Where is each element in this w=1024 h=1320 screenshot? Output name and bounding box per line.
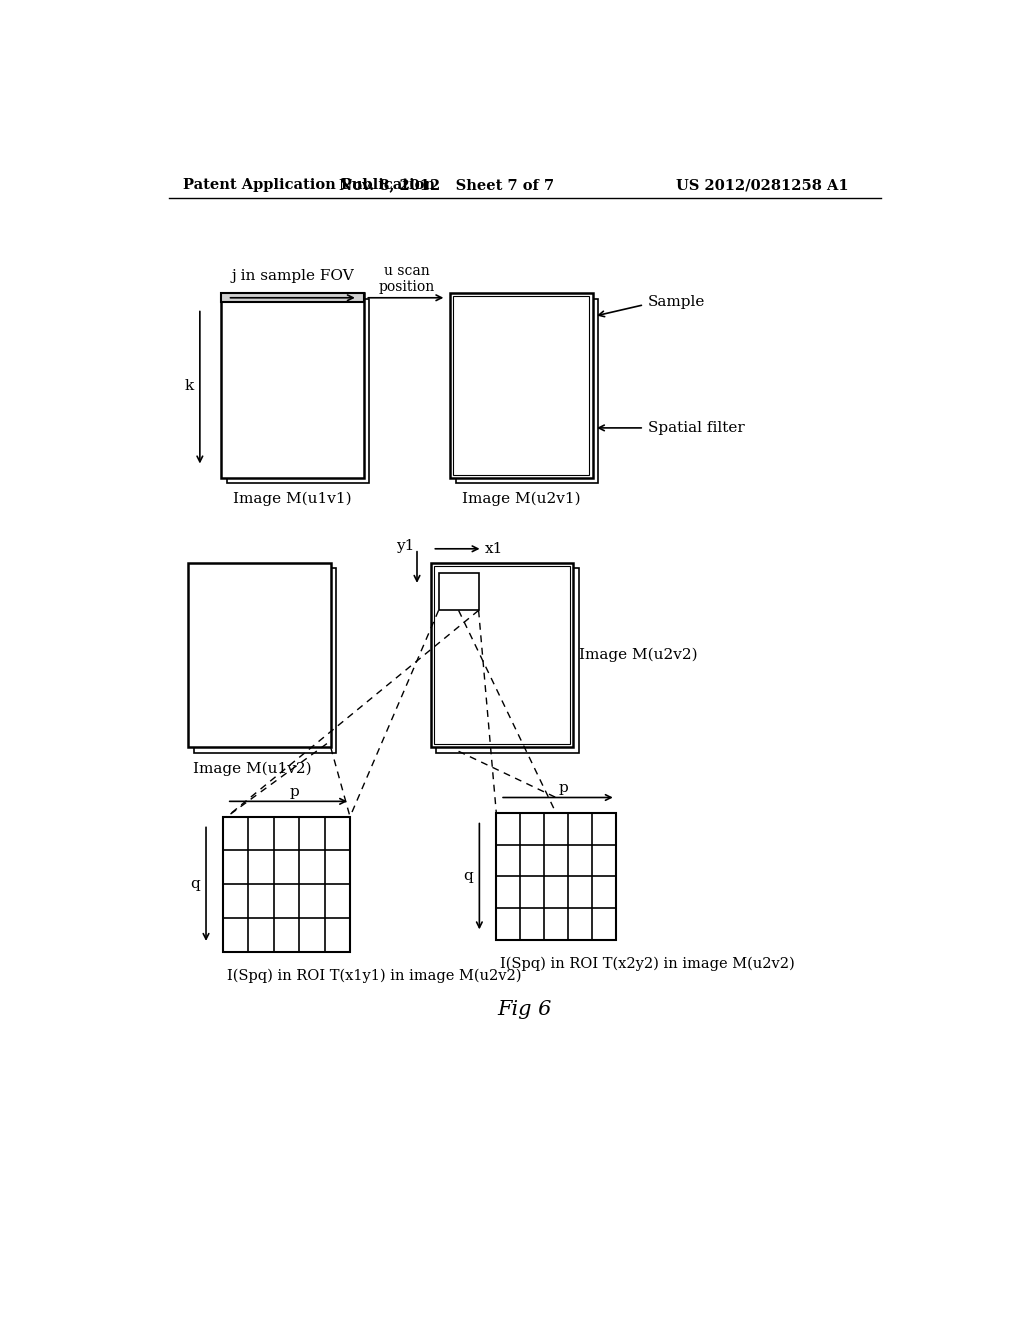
- Bar: [454, 296, 590, 475]
- Bar: [223, 817, 350, 952]
- Text: Image M(u2v2): Image M(u2v2): [580, 648, 698, 663]
- Text: I(Spq) in ROI T(x1y1) in image M(u2v2): I(Spq) in ROI T(x1y1) in image M(u2v2): [226, 969, 521, 983]
- Bar: [221, 293, 364, 302]
- Text: Image M(u1v1): Image M(u1v1): [233, 492, 352, 506]
- Text: p: p: [559, 781, 568, 795]
- Text: j in sample FOV: j in sample FOV: [231, 269, 354, 284]
- Bar: [221, 293, 364, 478]
- Text: Sample: Sample: [648, 296, 706, 309]
- Text: u scan
position: u scan position: [379, 264, 435, 294]
- Bar: [438, 573, 478, 610]
- Text: Image M(u1v2): Image M(u1v2): [193, 762, 311, 776]
- Text: p: p: [290, 785, 299, 799]
- Text: Image M(u2v1): Image M(u2v1): [462, 492, 581, 506]
- Text: y1: y1: [395, 539, 414, 553]
- Bar: [436, 568, 579, 752]
- Bar: [431, 562, 573, 747]
- Text: k: k: [184, 379, 194, 392]
- Bar: [451, 293, 593, 478]
- Text: Nov. 8, 2012   Sheet 7 of 7: Nov. 8, 2012 Sheet 7 of 7: [339, 178, 554, 193]
- Bar: [497, 813, 615, 940]
- Text: Patent Application Publication: Patent Application Publication: [183, 178, 435, 193]
- Text: I(Spq) in ROI T(x2y2) in image M(u2v2): I(Spq) in ROI T(x2y2) in image M(u2v2): [500, 957, 795, 972]
- Text: Fig 6: Fig 6: [498, 999, 552, 1019]
- Text: x1: x1: [484, 541, 503, 556]
- Bar: [226, 298, 370, 483]
- Bar: [434, 566, 570, 744]
- Text: q: q: [190, 876, 200, 891]
- Bar: [456, 298, 598, 483]
- Bar: [188, 562, 331, 747]
- Text: q: q: [464, 870, 473, 883]
- Text: US 2012/0281258 A1: US 2012/0281258 A1: [676, 178, 848, 193]
- Bar: [194, 568, 336, 752]
- Text: Spatial filter: Spatial filter: [648, 421, 744, 434]
